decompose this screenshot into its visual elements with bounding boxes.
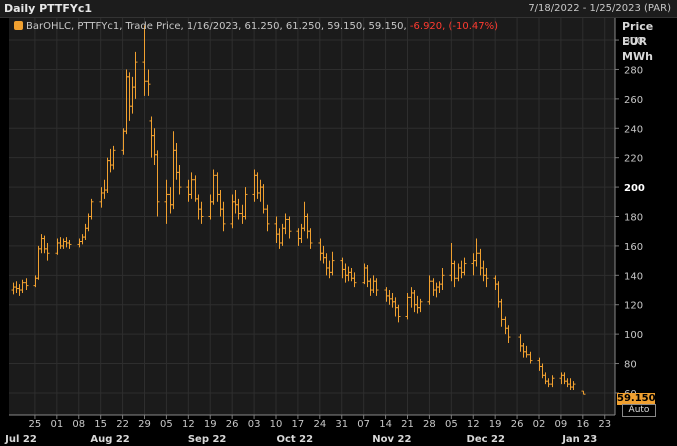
y-tick-label: 180 bbox=[624, 213, 643, 224]
chart-title: Daily PTTFYc1 bbox=[4, 2, 93, 15]
x-month-tick-label: Sep 22 bbox=[188, 434, 227, 445]
x-day-tick-label: 10 bbox=[270, 419, 283, 430]
x-day-tick-label: 21 bbox=[401, 419, 414, 430]
x-day-tick-label: 25 bbox=[29, 419, 42, 430]
x-month-tick-label: Dec 22 bbox=[467, 434, 505, 445]
y-tick-label: 240 bbox=[624, 124, 643, 135]
series-icon bbox=[14, 21, 23, 30]
x-month-tick-label: Aug 22 bbox=[90, 434, 129, 445]
x-month-tick-label: Jan 23 bbox=[561, 434, 597, 445]
auto-scale-button[interactable]: Auto bbox=[622, 404, 656, 417]
x-day-tick-label: 12 bbox=[182, 419, 195, 430]
x-month-tick-label: Nov 22 bbox=[372, 434, 411, 445]
x-month-tick-label: Oct 22 bbox=[276, 434, 313, 445]
chart-title-bar: Daily PTTFYc1 7/18/2022 - 1/25/2023 (PAR… bbox=[0, 0, 677, 18]
y-tick-label: 80 bbox=[624, 360, 637, 371]
y-tick-label: 200 bbox=[624, 183, 645, 194]
y-tick-label: 280 bbox=[624, 65, 643, 76]
y-tick-label: 220 bbox=[624, 154, 643, 165]
y-tick-label: 140 bbox=[624, 271, 643, 282]
x-day-tick-label: 26 bbox=[226, 419, 239, 430]
x-day-tick-label: 09 bbox=[555, 419, 568, 430]
y-axis-header-line: EUR bbox=[622, 35, 647, 48]
last-price-label: 59.150 bbox=[617, 393, 656, 405]
legend-values: 61.250, 61.250, 59.150, 59.150, bbox=[244, 21, 407, 32]
x-day-tick-label: 29 bbox=[138, 419, 151, 430]
x-day-tick-label: 16 bbox=[576, 419, 589, 430]
x-day-tick-label: 19 bbox=[489, 419, 502, 430]
x-day-tick-label: 26 bbox=[511, 419, 524, 430]
y-axis-header: Price EUR MWh bbox=[622, 19, 653, 64]
y-tick-label: 100 bbox=[624, 330, 643, 341]
x-day-tick-label: 05 bbox=[445, 419, 458, 430]
x-day-tick-label: 22 bbox=[116, 419, 129, 430]
y-tick-label: 120 bbox=[624, 301, 643, 312]
date-range[interactable]: 7/18/2022 - 1/25/2023 (PAR) bbox=[528, 3, 671, 14]
y-axis-header-line: Price bbox=[622, 20, 654, 33]
y-tick-label: 300 bbox=[624, 36, 643, 47]
x-day-tick-label: 02 bbox=[533, 419, 546, 430]
y-tick-label: 260 bbox=[624, 95, 643, 106]
x-day-tick-label: 24 bbox=[313, 419, 326, 430]
x-day-tick-label: 08 bbox=[72, 419, 85, 430]
x-day-tick-label: 01 bbox=[50, 419, 63, 430]
y-tick-label: 160 bbox=[624, 242, 643, 253]
legend-date: 1/16/2023, bbox=[186, 21, 242, 32]
series-legend[interactable]: BarOHLC, PTTFYc1, Trade Price, 1/16/2023… bbox=[14, 21, 498, 32]
x-day-tick-label: 05 bbox=[160, 419, 173, 430]
x-day-tick-label: 28 bbox=[423, 419, 436, 430]
legend-change: -6.920, (-10.47%) bbox=[409, 21, 499, 32]
legend-series-label: BarOHLC, PTTFYc1, Trade Price, bbox=[26, 21, 184, 32]
x-month-tick-label: Jul 22 bbox=[4, 434, 37, 445]
x-day-tick-label: 23 bbox=[598, 419, 611, 430]
x-day-tick-label: 15 bbox=[94, 419, 107, 430]
x-day-tick-label: 03 bbox=[248, 419, 261, 430]
y-axis-header-line: MWh bbox=[622, 50, 653, 63]
x-day-tick-label: 17 bbox=[292, 419, 305, 430]
x-day-tick-label: 19 bbox=[204, 419, 217, 430]
x-day-tick-label: 14 bbox=[379, 419, 392, 430]
x-day-tick-label: 31 bbox=[335, 419, 348, 430]
x-day-tick-label: 12 bbox=[467, 419, 480, 430]
x-day-tick-label: 07 bbox=[357, 419, 370, 430]
